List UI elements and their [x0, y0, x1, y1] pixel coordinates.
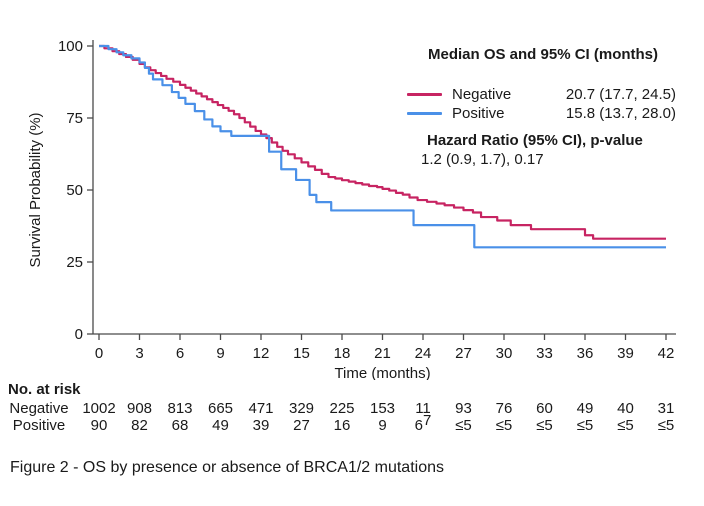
risk-cell: 49 — [576, 400, 594, 417]
x-axis-title: Time (months) — [334, 365, 430, 380]
risk-row-label-negative: Negative — [9, 400, 69, 417]
x-tick-label: 33 — [536, 345, 553, 362]
risk-cell: 11 — [415, 400, 431, 417]
x-tick-label: 3 — [135, 345, 143, 362]
x-tick-label: 9 — [216, 345, 224, 362]
risk-cell: 665 — [207, 400, 234, 417]
risk-cell: 40 — [617, 400, 634, 417]
legend-value-negative: 20.7 (17.7, 24.5) — [565, 86, 676, 103]
risk-cell: 76 — [495, 400, 513, 417]
y-tick-label: 25 — [66, 254, 83, 271]
x-tick-label: 30 — [496, 345, 513, 362]
negative-legend-line — [407, 93, 442, 96]
y-tick-label: 0 — [75, 326, 83, 343]
negative-curve — [99, 44, 666, 240]
legend-value-positive: 15.8 (13.7, 28.0) — [565, 105, 676, 122]
positive-legend-line — [407, 112, 442, 115]
risk-cell: 31 — [657, 400, 675, 417]
risk-cell: 9 — [378, 417, 387, 434]
y-axis-title: Survival Probability (%) — [27, 112, 44, 267]
risk-row-label-positive: Positive — [12, 417, 66, 434]
x-tick-label: 6 — [176, 345, 184, 362]
hazard-ratio-title: Hazard Ratio (95% CI), p-value — [427, 132, 643, 149]
legend-name-negative: Negative — [452, 86, 512, 103]
legend-title: Median OS and 95% CI (months) — [428, 46, 659, 63]
x-tick-label: 39 — [617, 345, 634, 362]
risk-cell: ≤5 — [576, 417, 594, 434]
y-tick-label: 50 — [66, 182, 83, 199]
y-tick-label: 100 — [58, 38, 83, 55]
x-tick-label: 27 — [455, 345, 472, 362]
risk-cell: 82 — [131, 417, 148, 434]
risk-cell: 39 — [252, 417, 270, 434]
figure-caption: Figure 2 - OS by presence or absence of … — [10, 459, 444, 476]
x-tick-label: 24 — [415, 345, 432, 362]
risk-cell: 225 — [329, 400, 355, 417]
risk-cell: 60 — [536, 400, 553, 417]
risk-cell: 49 — [212, 417, 229, 434]
risk-cell: 908 — [126, 400, 153, 417]
y-tick-label: 75 — [66, 110, 83, 127]
hazard-ratio-value: 1.2 (0.9, 1.7), 0.17 — [421, 151, 544, 168]
risk-cell: 329 — [288, 400, 315, 417]
x-tick-label: 0 — [95, 345, 103, 362]
positive-curve — [99, 44, 666, 249]
x-tick-label: 36 — [577, 345, 594, 362]
x-tick-label: 21 — [374, 345, 391, 362]
risk-cell: 1002 — [82, 400, 116, 417]
risk-cell: 93 — [455, 400, 472, 417]
risk-cell: 153 — [369, 400, 396, 417]
risk-cell: 67 — [414, 412, 432, 434]
x-tick-label: 12 — [253, 345, 270, 362]
risk-cell: ≤5 — [617, 417, 634, 434]
risk-cell: ≤5 — [536, 417, 553, 434]
risk-cell: 27 — [293, 417, 310, 434]
risk-cell: 90 — [90, 417, 108, 434]
risk-cell: 16 — [333, 417, 351, 434]
x-tick-label: 15 — [293, 345, 310, 362]
risk-cell: ≤5 — [455, 417, 472, 434]
risk-cell: 471 — [248, 400, 274, 417]
x-tick-label: 42 — [658, 345, 675, 362]
risk-table-heading: No. at risk — [8, 381, 81, 398]
x-tick-label: 18 — [334, 345, 351, 362]
risk-cell: 813 — [167, 400, 193, 417]
risk-cell: 68 — [171, 417, 189, 434]
risk-cell: ≤5 — [657, 417, 675, 434]
risk-cell: ≤5 — [495, 417, 513, 434]
legend-name-positive: Positive — [452, 105, 505, 122]
